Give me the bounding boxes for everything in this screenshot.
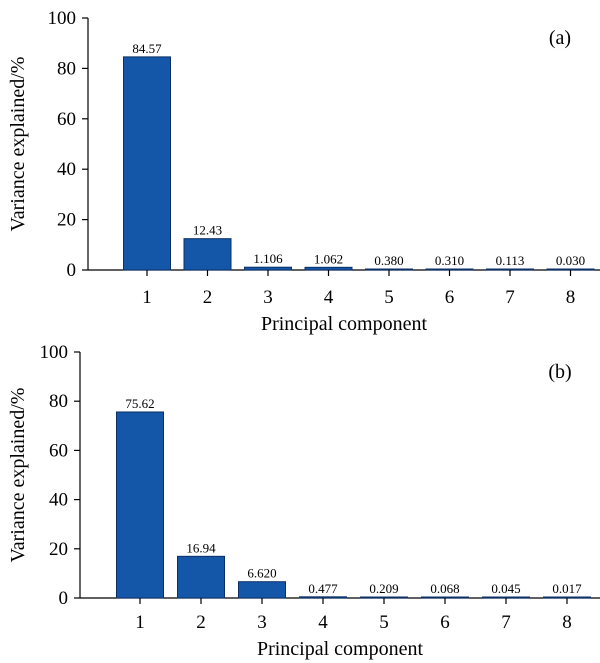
x-tick-label: 2 [203, 287, 213, 308]
x-tick-label: 1 [135, 612, 145, 633]
x-tick-label: 8 [562, 612, 572, 633]
x-tick-label: 8 [566, 287, 576, 308]
y-axis-title: Variance explained/% [7, 57, 29, 232]
y-tick-label: 0 [59, 588, 69, 609]
y-tick-label: 100 [40, 342, 69, 363]
bar-data-label: 16.94 [186, 540, 216, 555]
bar-data-label: 75.62 [125, 396, 154, 411]
chart-panel-a: 0 20 40 60 80 100 84.57 1 12.43 2 1.106 3 1.062 4 0.38… [7, 8, 600, 335]
bar [304, 266, 353, 271]
x-tick-label: 4 [324, 287, 334, 308]
y-tick-label: 80 [57, 58, 76, 79]
y-tick-label: 60 [57, 109, 76, 130]
y-tick-label: 40 [49, 490, 68, 511]
bar-data-label: 0.017 [552, 581, 582, 596]
bar [123, 56, 171, 271]
bar [299, 596, 347, 599]
bar-data-label: 1.062 [314, 251, 343, 266]
x-tick-label: 6 [440, 612, 450, 633]
y-tick-label: 20 [57, 210, 76, 231]
bar-data-label: 6.620 [247, 566, 276, 581]
bar-data-label: 0.030 [556, 253, 585, 268]
y-tick-label: 20 [49, 539, 68, 560]
bar [421, 596, 469, 599]
bar-data-label: 0.113 [496, 253, 525, 268]
x-tick-label: 2 [196, 612, 206, 633]
bar [365, 268, 413, 271]
bar [238, 581, 286, 599]
y-tick-label: 40 [57, 159, 76, 180]
panel-label: (b) [548, 361, 571, 383]
bar-data-label: 0.380 [374, 253, 403, 268]
x-tick-label: 5 [379, 612, 389, 633]
bar-data-label: 0.477 [308, 581, 338, 596]
x-tick-label: 5 [384, 287, 394, 308]
bar-data-label: 12.43 [193, 223, 222, 238]
x-tick-label: 4 [318, 612, 328, 633]
bar [425, 268, 474, 271]
x-tick-label: 7 [501, 612, 511, 633]
x-axis-title: Principal component [257, 638, 424, 660]
x-axis-title: Principal component [261, 313, 428, 335]
bar [244, 266, 292, 271]
bar-data-label: 1.106 [253, 251, 283, 266]
bar [183, 238, 232, 271]
bar [546, 268, 595, 271]
bar-data-label: 0.045 [491, 581, 520, 596]
bar [116, 411, 164, 599]
x-tick-label: 3 [263, 287, 273, 308]
bar [177, 555, 225, 599]
x-tick-label: 3 [257, 612, 267, 633]
bar [482, 596, 530, 599]
y-tick-label: 100 [48, 8, 77, 29]
panel-label: (a) [549, 27, 571, 49]
bar-data-label: 0.068 [430, 581, 459, 596]
bar-data-label: 0.209 [369, 581, 398, 596]
x-tick-label: 7 [505, 287, 515, 308]
y-tick-label: 60 [49, 440, 68, 461]
bar [543, 596, 591, 599]
y-axis-title: Variance explained/% [7, 388, 29, 563]
bar-data-label: 84.57 [132, 41, 162, 56]
x-tick-label: 6 [445, 287, 455, 308]
bar [360, 596, 408, 599]
x-tick-label: 1 [142, 287, 152, 308]
y-tick-label: 0 [67, 260, 77, 281]
chart-panel-b: 0 20 40 60 80 100 75.62 1 16.94 2 6.620 3 0.477 4 0.20… [7, 342, 600, 660]
y-tick-label: 80 [49, 391, 68, 412]
bar-data-label: 0.310 [435, 253, 464, 268]
bar [486, 268, 534, 271]
